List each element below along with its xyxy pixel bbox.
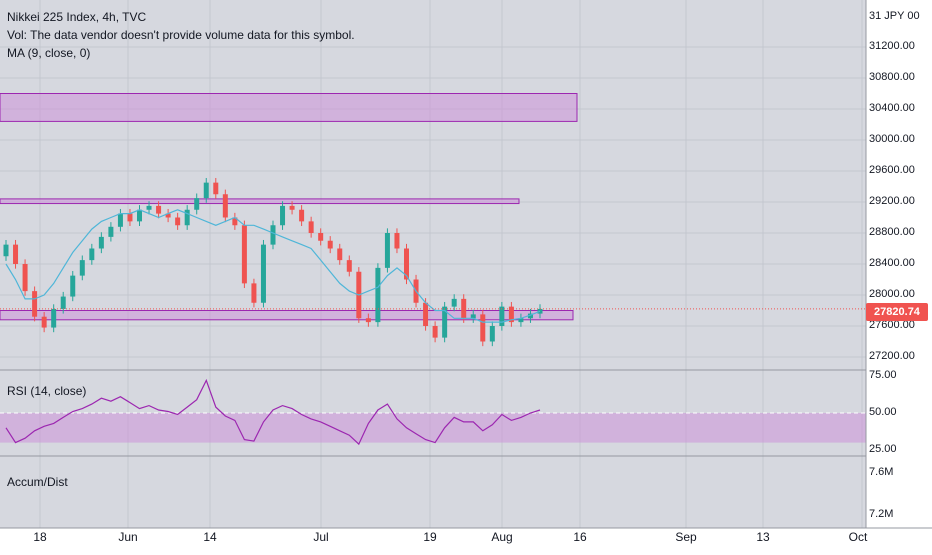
candle-body (423, 302, 429, 326)
candle-body (451, 298, 457, 307)
price-tick-label: 28000.00 (869, 288, 915, 300)
candle-body (98, 236, 104, 249)
candle-body (518, 318, 524, 323)
candle-body (280, 205, 286, 226)
accum-legend: Accum/Dist (7, 475, 68, 489)
candle-body (346, 260, 352, 272)
candle-body (137, 209, 142, 222)
candle-body (184, 209, 190, 226)
price-tick-label: 30800.00 (869, 71, 915, 83)
candle-body (384, 233, 390, 268)
candle-body (175, 217, 181, 226)
candle-body (508, 306, 514, 323)
time-tick-label: Sep (675, 530, 697, 544)
candle-body (13, 244, 19, 264)
candle-body (213, 182, 219, 195)
time-tick-label: 16 (573, 530, 587, 544)
candle-body (127, 213, 133, 222)
candle-body (375, 267, 381, 323)
chart-title: Nikkei 225 Index, 4h, TVC (7, 10, 147, 24)
candle-body (480, 314, 486, 342)
candle-body (232, 217, 238, 226)
candle-body (537, 308, 543, 314)
candle-body (499, 306, 505, 326)
candle-body (318, 233, 324, 241)
candle-body (70, 275, 76, 297)
rsi-band (0, 413, 866, 443)
candle-body (3, 244, 9, 257)
ma-legend: MA (9, close, 0) (7, 46, 91, 60)
volume-note: Vol: The data vendor doesn't provide vol… (7, 28, 355, 42)
candle-body (299, 209, 305, 222)
candle-body (260, 244, 266, 303)
rsi-tick-label: 75.00 (869, 369, 897, 381)
candle-body (270, 225, 276, 245)
rsi-tick-label: 25.00 (869, 443, 897, 455)
candle-body (156, 205, 162, 214)
candle-body (165, 213, 171, 218)
price-tick-label: 29600.00 (869, 164, 915, 176)
accum-tick-bottom: 7.2M (869, 508, 894, 520)
price-tick-label: 27200.00 (869, 350, 915, 362)
zone-box (0, 310, 574, 321)
candle-body (22, 264, 28, 292)
time-tick-label: Aug (491, 530, 513, 544)
rsi-polyline (5, 378, 541, 446)
candle-body (108, 226, 114, 237)
candle-body (89, 248, 95, 261)
rsi-pane (0, 378, 866, 446)
candle-body (41, 316, 47, 328)
candle-body (327, 240, 333, 249)
candle-body (489, 326, 495, 342)
time-tick-label: 14 (203, 530, 217, 544)
accum-tick-top: 7.6M (869, 466, 894, 478)
candle-body (146, 205, 152, 210)
candle-body (289, 205, 295, 210)
candle-body (32, 291, 38, 317)
zone-box (0, 93, 578, 122)
candle-body (470, 314, 476, 319)
candle-body (308, 221, 314, 233)
price-tick-label: 28800.00 (869, 226, 915, 238)
candle-body (60, 296, 66, 309)
candle-body (251, 283, 257, 303)
ma-line (0, 209, 866, 323)
zone-boxes (0, 93, 578, 321)
price-tick-label: 27600.00 (869, 319, 915, 331)
time-tick-label: 18 (33, 530, 47, 544)
candle-body (461, 298, 467, 319)
candle-body (203, 182, 209, 199)
time-tick-label: 13 (756, 530, 770, 544)
time-tick-label: Jun (118, 530, 138, 544)
candle-body (442, 306, 448, 338)
rsi-legend: RSI (14, close) (7, 384, 87, 398)
price-tick-label: 28400.00 (869, 257, 915, 269)
candle-body (365, 318, 371, 323)
candle-body (527, 313, 533, 319)
candle-body (194, 198, 200, 210)
ma-polyline (5, 209, 541, 323)
candle-body (337, 248, 343, 261)
candle-body (117, 213, 123, 227)
price-tick-label: 30400.00 (869, 102, 915, 114)
candle-body (394, 233, 400, 249)
price-tick-label: 31200.00 (869, 40, 915, 52)
time-tick-label: 19 (423, 530, 437, 544)
candle-body (51, 308, 57, 328)
candle-body (241, 225, 247, 284)
candle-body (432, 326, 438, 338)
candle-body (79, 260, 85, 276)
time-tick-label: Oct (848, 530, 868, 544)
candle-body (222, 194, 228, 218)
rsi-tick-label: 50.00 (869, 406, 897, 418)
zone-box (0, 198, 520, 205)
time-tick-label: Jul (313, 530, 329, 544)
candle-body (404, 248, 409, 280)
currency-label: 31 JPY 00 (869, 10, 920, 22)
price-tick-label: 29200.00 (869, 195, 915, 207)
last-price-tag: 27820.74 (866, 303, 928, 321)
price-tick-label: 30000.00 (869, 133, 915, 145)
